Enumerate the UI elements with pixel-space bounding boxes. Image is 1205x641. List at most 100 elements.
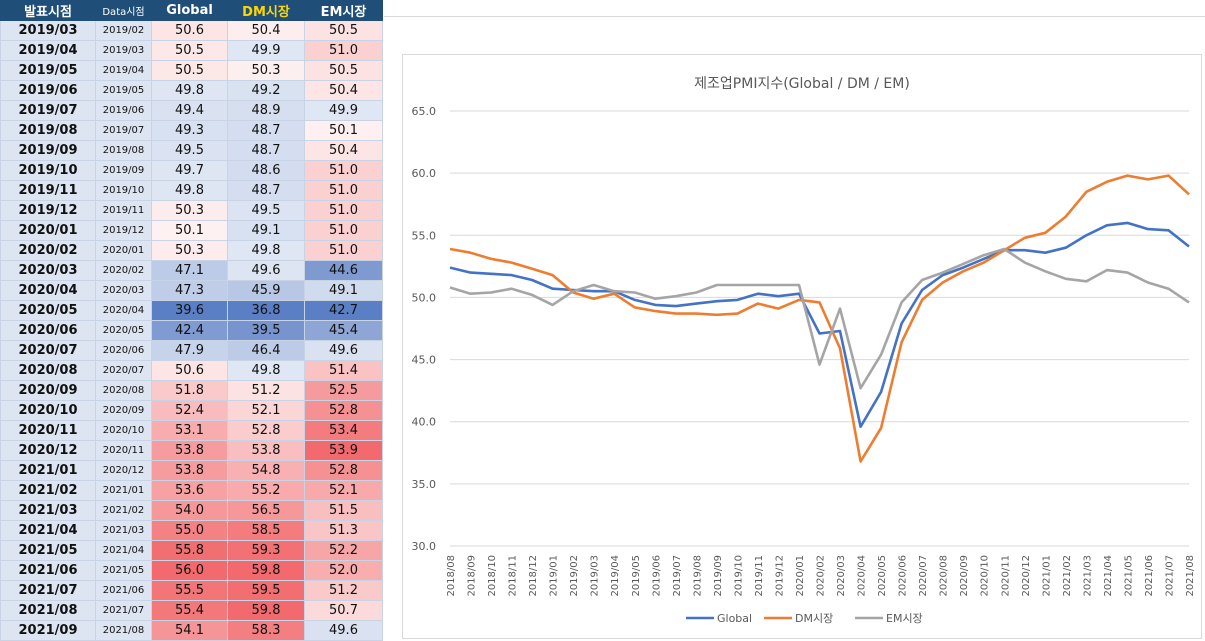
cell-announce-date: 2020/01 bbox=[0, 220, 96, 241]
chart-panel: 제조업PMI지수(Global / DM / EM) 30.0 35.0 40.0 4… bbox=[402, 54, 1202, 639]
cell-data-date: 2019/05 bbox=[95, 80, 152, 101]
table-row: 2020/10 2020/09 52.4 52.1 52.8 bbox=[0, 400, 383, 421]
cell-announce-date: 2021/06 bbox=[0, 560, 96, 581]
cell-em: 45.4 bbox=[304, 320, 383, 341]
cell-announce-date: 2021/04 bbox=[0, 520, 96, 541]
x-tick-label: 2020/04 bbox=[857, 555, 868, 597]
pmi-line-chart: 제조업PMI지수(Global / DM / EM) 30.0 35.0 40.0 4… bbox=[412, 76, 1197, 625]
table-row: 2020/05 2020/04 39.6 36.8 42.7 bbox=[0, 300, 383, 321]
cell-dm: 49.1 bbox=[227, 220, 305, 241]
cell-announce-date: 2019/10 bbox=[0, 160, 96, 181]
cell-announce-date: 2019/08 bbox=[0, 120, 96, 141]
cell-em: 52.8 bbox=[304, 460, 383, 481]
x-tick-label: 2020/02 bbox=[816, 555, 827, 597]
cell-dm: 55.2 bbox=[227, 480, 305, 501]
cell-data-date: 2020/05 bbox=[95, 320, 152, 341]
cell-announce-date: 2021/09 bbox=[0, 620, 96, 641]
cell-em: 44.6 bbox=[304, 260, 383, 281]
cell-em: 52.1 bbox=[304, 480, 383, 501]
table-row: 2020/09 2020/08 51.8 51.2 52.5 bbox=[0, 380, 383, 401]
cell-global: 47.1 bbox=[151, 260, 228, 281]
cell-em: 53.9 bbox=[304, 440, 383, 461]
table-row: 2021/09 2021/08 54.1 58.3 49.6 bbox=[0, 620, 383, 641]
table-row: 2019/07 2019/06 49.4 48.9 49.9 bbox=[0, 100, 383, 121]
cell-em: 53.4 bbox=[304, 420, 383, 441]
series-line-2 bbox=[449, 247, 1190, 390]
cell-announce-date: 2020/11 bbox=[0, 420, 96, 441]
cell-data-date: 2021/02 bbox=[95, 500, 152, 521]
cell-global: 50.6 bbox=[151, 20, 228, 41]
cell-data-date: 2020/04 bbox=[95, 300, 152, 321]
x-tick-label: 2020/05 bbox=[877, 555, 888, 597]
cell-data-date: 2020/10 bbox=[95, 420, 152, 441]
x-tick-label: 2020/09 bbox=[959, 555, 970, 597]
x-tick-label: 2020/10 bbox=[980, 555, 991, 597]
cell-announce-date: 2021/07 bbox=[0, 580, 96, 601]
cell-data-date: 2019/10 bbox=[95, 180, 152, 201]
cell-data-date: 2021/07 bbox=[95, 600, 152, 621]
cell-global: 50.5 bbox=[151, 60, 228, 81]
cell-announce-date: 2020/08 bbox=[0, 360, 96, 381]
cell-global: 47.9 bbox=[151, 340, 228, 361]
x-tick-label: 2020/12 bbox=[1021, 555, 1032, 597]
x-tick-label: 2019/04 bbox=[610, 555, 621, 597]
cell-em: 42.7 bbox=[304, 300, 383, 321]
cell-announce-date: 2020/07 bbox=[0, 340, 96, 361]
cell-dm: 56.5 bbox=[227, 500, 305, 521]
x-tick-label: 2019/12 bbox=[774, 555, 785, 597]
cell-global: 51.8 bbox=[151, 380, 228, 401]
y-tick-label: 60.0 bbox=[412, 167, 437, 180]
cell-global: 49.8 bbox=[151, 180, 228, 201]
header-announce-date: 발표시점 bbox=[0, 0, 96, 21]
cell-data-date: 2020/09 bbox=[95, 400, 152, 421]
cell-em: 51.3 bbox=[304, 520, 383, 541]
cell-global: 53.6 bbox=[151, 480, 228, 501]
x-tick-label: 2021/06 bbox=[1144, 555, 1155, 597]
cell-global: 49.7 bbox=[151, 160, 228, 181]
x-tick-label: 2021/07 bbox=[1164, 555, 1175, 597]
cell-data-date: 2020/01 bbox=[95, 240, 152, 261]
x-tick-label: 2019/07 bbox=[672, 555, 683, 597]
cell-em: 49.9 bbox=[304, 100, 383, 121]
cell-em: 52.8 bbox=[304, 400, 383, 421]
y-axis-ticks: 30.0 35.0 40.0 45.0 50.0 55.0 60.0 65.0 bbox=[412, 105, 437, 553]
cell-global: 42.4 bbox=[151, 320, 228, 341]
x-tick-label: 2019/03 bbox=[590, 555, 601, 597]
cell-dm: 59.3 bbox=[227, 540, 305, 561]
header-data-date: Data시점 bbox=[95, 0, 152, 21]
cell-data-date: 2019/07 bbox=[95, 120, 152, 141]
cell-global: 55.4 bbox=[151, 600, 228, 621]
cell-announce-date: 2020/02 bbox=[0, 240, 96, 261]
x-tick-label: 2019/09 bbox=[713, 555, 724, 597]
x-tick-label: 2019/02 bbox=[569, 555, 580, 597]
table-row: 2019/06 2019/05 49.8 49.2 50.4 bbox=[0, 80, 383, 101]
cell-dm: 50.3 bbox=[227, 60, 305, 81]
cell-data-date: 2021/05 bbox=[95, 560, 152, 581]
cell-dm: 48.7 bbox=[227, 120, 305, 141]
cell-global: 55.0 bbox=[151, 520, 228, 541]
cell-global: 50.6 bbox=[151, 360, 228, 381]
cell-em: 52.2 bbox=[304, 540, 383, 561]
cell-data-date: 2019/12 bbox=[95, 220, 152, 241]
table-header-row: 발표시점 Data시점 Global DM시장 EM시장 bbox=[0, 0, 383, 21]
cell-dm: 50.4 bbox=[227, 20, 305, 41]
cell-global: 49.4 bbox=[151, 100, 228, 121]
table-row: 2019/10 2019/09 49.7 48.6 51.0 bbox=[0, 160, 383, 181]
table-row: 2020/01 2019/12 50.1 49.1 51.0 bbox=[0, 220, 383, 241]
x-tick-label: 2019/06 bbox=[651, 555, 662, 597]
table-row: 2019/08 2019/07 49.3 48.7 50.1 bbox=[0, 120, 383, 141]
cell-announce-date: 2021/05 bbox=[0, 540, 96, 561]
x-tick-label: 2021/03 bbox=[1082, 555, 1093, 597]
x-tick-label: 2018/12 bbox=[528, 555, 539, 597]
table-row: 2021/03 2021/02 54.0 56.5 51.5 bbox=[0, 500, 383, 521]
x-tick-label: 2019/05 bbox=[631, 555, 642, 597]
cell-announce-date: 2019/05 bbox=[0, 60, 96, 81]
x-tick-label: 2018/11 bbox=[508, 555, 519, 597]
cell-dm: 53.8 bbox=[227, 440, 305, 461]
table-row: 2021/01 2020/12 53.8 54.8 52.8 bbox=[0, 460, 383, 481]
cell-announce-date: 2019/06 bbox=[0, 80, 96, 101]
legend-label: Global bbox=[717, 612, 752, 625]
cell-dm: 54.8 bbox=[227, 460, 305, 481]
cell-announce-date: 2020/03 bbox=[0, 260, 96, 281]
series-line-1 bbox=[449, 174, 1190, 463]
